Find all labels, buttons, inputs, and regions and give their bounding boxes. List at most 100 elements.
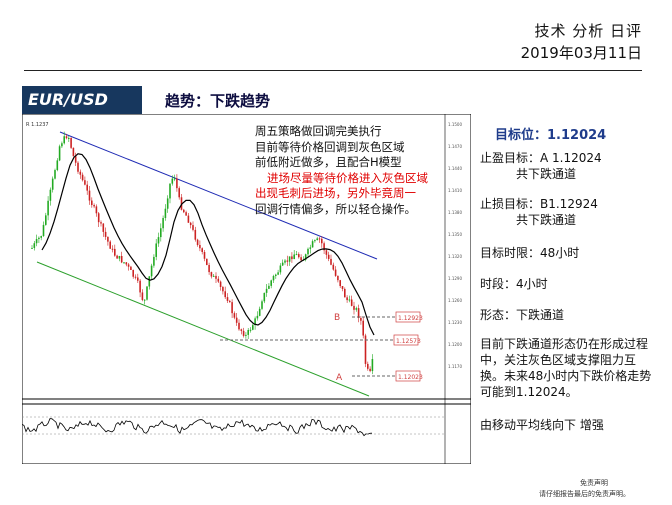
candle-body [242, 330, 245, 336]
candle-body [346, 297, 348, 301]
candle-body [72, 147, 75, 157]
candle-body [281, 262, 284, 266]
candle-body [212, 275, 215, 277]
candle-body [238, 322, 240, 330]
note-line-3: 前低附近做多，且配合H模型 [255, 155, 402, 169]
candle-body [323, 243, 325, 251]
title-banner: EUR/USD 趋势：下跌趋势 [22, 86, 646, 114]
timeframe: 时段：4小时 [480, 277, 548, 291]
analysis-text: 目前下跌通道形态仍在形成过程中，关注灰色区域支撑阻力互换。未来48小时内下跌价格… [480, 337, 652, 399]
candle-body [38, 237, 40, 240]
candle-body [364, 335, 367, 364]
candle-body [176, 178, 178, 189]
candle-body [102, 223, 105, 232]
candle-body [206, 258, 208, 265]
candle-body [150, 265, 153, 277]
level-a-text: 1.12023 [398, 374, 423, 381]
candle-body [371, 359, 374, 372]
candle-body [185, 212, 187, 216]
candle-body [362, 320, 364, 336]
candle-body [247, 330, 249, 335]
candle-body [56, 160, 59, 171]
header-divider [24, 70, 642, 71]
candle-body [318, 238, 321, 240]
lower-channel-line [36, 261, 370, 397]
candle-body [49, 189, 52, 201]
candle-body [132, 269, 134, 277]
candle-body [344, 288, 346, 298]
candle-body [35, 239, 38, 244]
candle-body [148, 276, 151, 287]
candle-body [325, 250, 328, 255]
candle-body [153, 256, 155, 266]
candle-body [81, 174, 84, 181]
candle-body [311, 241, 314, 248]
candle-body [120, 255, 123, 263]
moving-average-line [41, 153, 375, 336]
candle-body [111, 248, 114, 250]
candle-body [309, 247, 312, 249]
take-profit-line: 止盈目标：A 1.12024 [480, 151, 602, 165]
note-line-2: 目前等待价格回调到灰色区域 [255, 139, 405, 154]
note-line-1: 周五策略做回调完美执行 [255, 124, 382, 138]
price-tick-label: 1.1290 [448, 276, 462, 281]
oscillator-line [21, 418, 373, 437]
candle-body [125, 262, 128, 265]
candle-body [189, 222, 192, 226]
strategy-note: 周五策略做回调完美执行 目前等待价格回调到灰色区域 前低附近做多，且配合H模型 … [255, 124, 428, 217]
candle-body [295, 254, 298, 256]
candle-body [45, 215, 47, 225]
candle-body [187, 215, 190, 223]
candle-body [235, 317, 238, 323]
candle-body [288, 256, 291, 262]
candle-body [275, 274, 277, 276]
candle-body [42, 224, 45, 237]
candle-body [192, 225, 194, 230]
candle-body [93, 204, 95, 207]
report-date: 2019年03月11日 [520, 44, 642, 62]
candle-body [268, 285, 270, 289]
trend-label: 趋势：下跌趋势 [165, 92, 271, 110]
price-tick-label: 1.1170 [448, 364, 462, 369]
candle-body [304, 254, 307, 260]
level-a-box [395, 370, 421, 382]
level-mid-text: 1.12573 [396, 338, 421, 345]
level-mid-box [393, 334, 419, 346]
candle-body [231, 302, 233, 314]
price-chart: R 1.1237 1.12923 1.12573 1.12023 B A 1.1… [21, 113, 472, 465]
candle-body [130, 266, 132, 270]
candle-body [70, 137, 72, 148]
candlestick-series [31, 131, 374, 375]
report-title: 技术 分析 日评 [534, 22, 642, 40]
stop-loss-sub: 共下跌通道 [516, 213, 577, 227]
candle-body [139, 280, 141, 293]
candle-body [314, 240, 316, 242]
candle-body [229, 300, 231, 303]
note-tail: 回调行情偏多，所以轻仓操作。 [255, 201, 416, 216]
candle-body [219, 281, 222, 287]
candle-body [137, 277, 139, 281]
candle-body [222, 286, 224, 292]
price-axis: 1.1500 1.1470 1.1440 1.1410 1.1380 1.1350 1.13… [444, 114, 462, 464]
candle-body [127, 264, 130, 267]
candle-body [226, 297, 229, 301]
price-tick-label: 1.1380 [448, 210, 462, 215]
candle-body [307, 248, 309, 255]
level-b-text: 1.12923 [398, 315, 423, 322]
candle-body [284, 260, 286, 263]
candle-body [240, 329, 243, 331]
time-horizon: 目标时限：48小时 [480, 246, 580, 260]
candle-body [74, 156, 77, 163]
candle-body [100, 222, 102, 224]
price-tick-label: 1.1260 [448, 298, 462, 303]
candle-body [196, 239, 199, 245]
pattern: 形态：下跌通道 [480, 308, 565, 322]
candle-body [65, 136, 68, 139]
candle-body [224, 291, 226, 298]
candle-body [109, 241, 111, 249]
candle-body [263, 292, 266, 302]
target-label: 目标位：1.12024 [495, 128, 607, 143]
candle-body [33, 243, 36, 248]
candle-body [199, 244, 201, 249]
candle-body [265, 288, 268, 293]
